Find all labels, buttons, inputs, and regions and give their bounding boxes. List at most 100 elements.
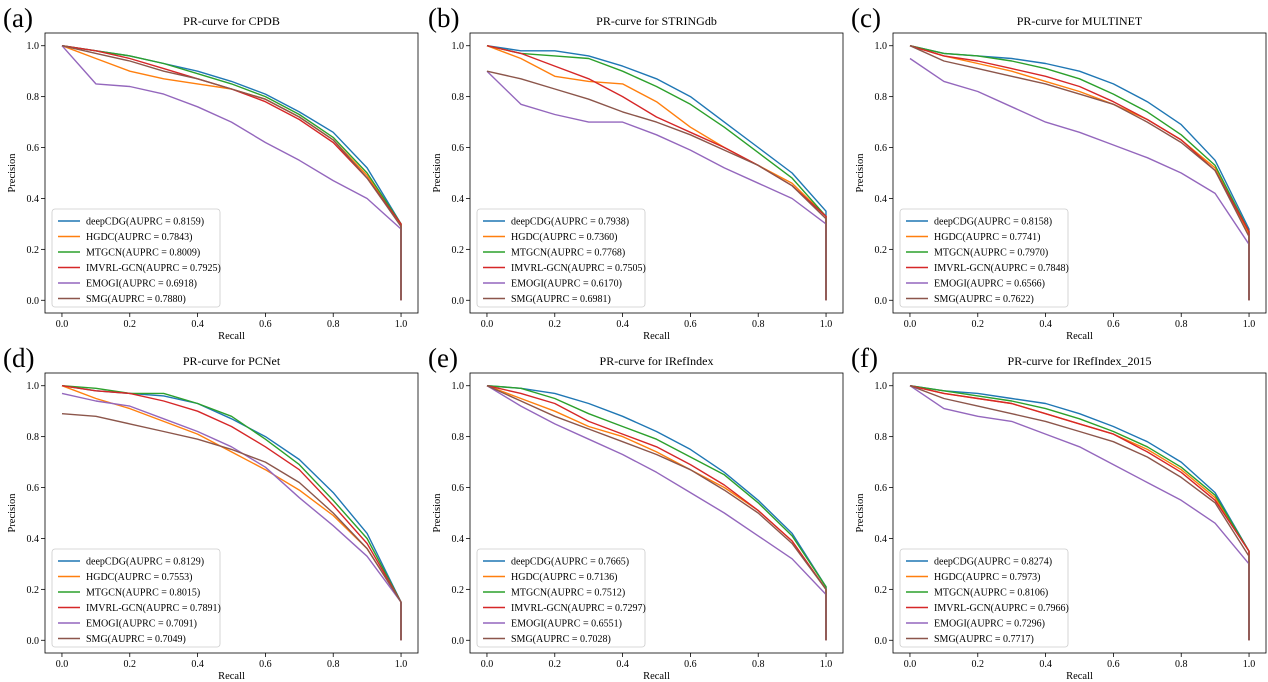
series-line-deepcdg bbox=[486, 385, 827, 641]
x-tick-label: 1.0 bbox=[820, 319, 833, 330]
subplot-b: (b) PR-curve for STRINGdb Recall Precision 0… bbox=[428, 3, 844, 342]
legend-entry: SMG(AUPRC = 0.7049) bbox=[86, 634, 186, 645]
series-line-emogi bbox=[909, 385, 1250, 641]
chart-title: PR-curve for STRINGdb bbox=[596, 14, 717, 28]
y-tick-label: 0.8 bbox=[452, 92, 465, 103]
x-tick-label: 0.8 bbox=[1175, 319, 1188, 330]
y-axis-label: Precision bbox=[432, 153, 443, 193]
legend-entry: MTGCN(AUPRC = 0.7512) bbox=[511, 588, 625, 599]
x-tick-label: 1.0 bbox=[395, 319, 408, 330]
x-tick-label: 0.0 bbox=[904, 659, 917, 670]
chart-title: PR-curve for MULTINET bbox=[1017, 14, 1143, 28]
legend-entry: EMOGI(AUPRC = 0.6566) bbox=[934, 279, 1045, 290]
series-line-smg bbox=[909, 385, 1250, 641]
series-line-hgdc bbox=[486, 45, 827, 301]
legend: deepCDG(AUPRC = 0.8274) HGDC(AUPRC = 0.79… bbox=[899, 548, 1069, 648]
axes-frame bbox=[892, 32, 1267, 314]
legend-entry: HGDC(AUPRC = 0.7136) bbox=[511, 572, 617, 583]
y-axis-label: Precision bbox=[432, 493, 443, 533]
x-tick-label: 0.2 bbox=[124, 319, 137, 330]
series-line-imvrl-gcn bbox=[909, 385, 1250, 641]
x-tick-label: 1.0 bbox=[395, 659, 408, 670]
subplot-f: (f) PR-curve for IRefIndex_2015 Recall Prec… bbox=[851, 343, 1267, 682]
legend-entry: SMG(AUPRC = 0.6981) bbox=[511, 294, 611, 305]
legend-entry: HGDC(AUPRC = 0.7973) bbox=[934, 572, 1040, 583]
x-tick-label: 0.6 bbox=[259, 319, 272, 330]
y-tick-label: 1.0 bbox=[875, 381, 888, 392]
x-tick-label: 0.0 bbox=[481, 659, 494, 670]
legend-box bbox=[899, 208, 1069, 308]
panel-label: (c) bbox=[851, 3, 881, 33]
subplot-c: (c) PR-curve for MULTINET Recall Precision 0… bbox=[851, 3, 1267, 342]
legend-entry: IMVRL-GCN(AUPRC = 0.7505) bbox=[511, 263, 646, 274]
legend-box bbox=[51, 548, 221, 648]
y-tick-label: 0.8 bbox=[27, 92, 40, 103]
legend-entry: SMG(AUPRC = 0.7880) bbox=[86, 294, 186, 305]
legend-entry: IMVRL-GCN(AUPRC = 0.7891) bbox=[86, 603, 221, 614]
series-line-smg bbox=[61, 45, 402, 301]
y-tick-label: 1.0 bbox=[452, 41, 465, 52]
y-tick-label: 0.6 bbox=[875, 483, 888, 494]
x-axis-label: Recall bbox=[218, 671, 245, 682]
series-line-smg bbox=[61, 413, 402, 641]
legend: deepCDG(AUPRC = 0.7938) HGDC(AUPRC = 0.73… bbox=[476, 208, 646, 308]
y-tick-label: 0.0 bbox=[875, 636, 888, 647]
legend: deepCDG(AUPRC = 0.8129) HGDC(AUPRC = 0.75… bbox=[51, 548, 221, 648]
x-tick-label: 1.0 bbox=[1243, 319, 1256, 330]
series-line-deepcdg bbox=[909, 385, 1250, 641]
axes-frame bbox=[892, 372, 1267, 654]
series-line-mtgcn bbox=[486, 385, 827, 641]
series-line-emogi bbox=[486, 385, 827, 641]
axes-frame bbox=[44, 32, 419, 314]
legend-entry: EMOGI(AUPRC = 0.7296) bbox=[934, 619, 1045, 630]
series-line-emogi bbox=[61, 392, 402, 641]
x-tick-label: 0.2 bbox=[549, 659, 562, 670]
y-tick-label: 0.8 bbox=[452, 432, 465, 443]
y-tick-label: 0.4 bbox=[875, 534, 888, 545]
x-tick-label: 0.0 bbox=[56, 659, 69, 670]
legend-entry: IMVRL-GCN(AUPRC = 0.7925) bbox=[86, 263, 221, 274]
legend-entry: deepCDG(AUPRC = 0.7938) bbox=[511, 217, 629, 228]
x-axis-label: Recall bbox=[643, 331, 670, 342]
y-tick-label: 0.0 bbox=[452, 636, 465, 647]
x-tick-label: 1.0 bbox=[1243, 659, 1256, 670]
y-tick-label: 0.6 bbox=[875, 143, 888, 154]
axes-frame bbox=[469, 32, 844, 314]
x-axis-label: Recall bbox=[1066, 671, 1093, 682]
legend-entry: MTGCN(AUPRC = 0.8015) bbox=[86, 588, 200, 599]
legend-box bbox=[899, 548, 1069, 648]
x-tick-label: 0.2 bbox=[124, 659, 137, 670]
legend-entry: IMVRL-GCN(AUPRC = 0.7966) bbox=[934, 603, 1069, 614]
subplot-e: (e) PR-curve for IRefIndex Recall Precision… bbox=[428, 343, 844, 682]
x-tick-label: 0.8 bbox=[1175, 659, 1188, 670]
y-tick-label: 0.6 bbox=[452, 483, 465, 494]
panel-label: (d) bbox=[3, 343, 34, 373]
x-tick-label: 0.6 bbox=[1107, 659, 1120, 670]
legend-box bbox=[476, 208, 646, 308]
y-tick-label: 0.4 bbox=[27, 534, 40, 545]
x-tick-label: 0.8 bbox=[752, 319, 765, 330]
x-tick-label: 0.2 bbox=[972, 319, 985, 330]
y-tick-label: 0.0 bbox=[452, 296, 465, 307]
y-tick-label: 0.2 bbox=[452, 245, 465, 256]
legend-entry: MTGCN(AUPRC = 0.7768) bbox=[511, 248, 625, 259]
legend-entry: IMVRL-GCN(AUPRC = 0.7297) bbox=[511, 603, 646, 614]
legend-entry: HGDC(AUPRC = 0.7843) bbox=[86, 232, 192, 243]
legend-entry: EMOGI(AUPRC = 0.6551) bbox=[511, 619, 622, 630]
y-tick-label: 0.0 bbox=[27, 296, 40, 307]
x-tick-label: 0.2 bbox=[972, 659, 985, 670]
legend-entry: IMVRL-GCN(AUPRC = 0.7848) bbox=[934, 263, 1069, 274]
legend-box bbox=[51, 208, 221, 308]
chart-title: PR-curve for IRefIndex bbox=[600, 354, 714, 368]
x-axis-label: Recall bbox=[643, 671, 670, 682]
legend-entry: deepCDG(AUPRC = 0.8158) bbox=[934, 217, 1052, 228]
legend-entry: EMOGI(AUPRC = 0.7091) bbox=[86, 619, 197, 630]
y-tick-label: 0.2 bbox=[27, 245, 40, 256]
y-tick-label: 0.4 bbox=[875, 194, 888, 205]
legend-entry: deepCDG(AUPRC = 0.8159) bbox=[86, 217, 204, 228]
y-tick-label: 1.0 bbox=[27, 381, 40, 392]
y-tick-label: 0.2 bbox=[452, 585, 465, 596]
y-tick-label: 0.8 bbox=[875, 432, 888, 443]
series-line-mtgcn bbox=[909, 45, 1250, 301]
y-tick-label: 0.4 bbox=[452, 194, 465, 205]
